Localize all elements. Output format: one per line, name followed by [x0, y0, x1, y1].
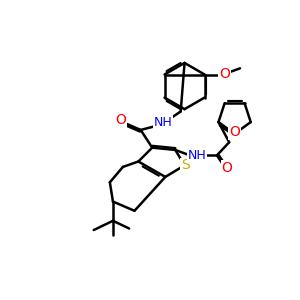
Text: O: O	[115, 113, 126, 127]
Text: O: O	[229, 125, 240, 139]
Text: NH: NH	[154, 116, 172, 129]
Text: O: O	[221, 161, 232, 175]
Text: S: S	[181, 158, 190, 172]
Text: NH: NH	[188, 149, 206, 162]
Text: O: O	[219, 68, 230, 82]
